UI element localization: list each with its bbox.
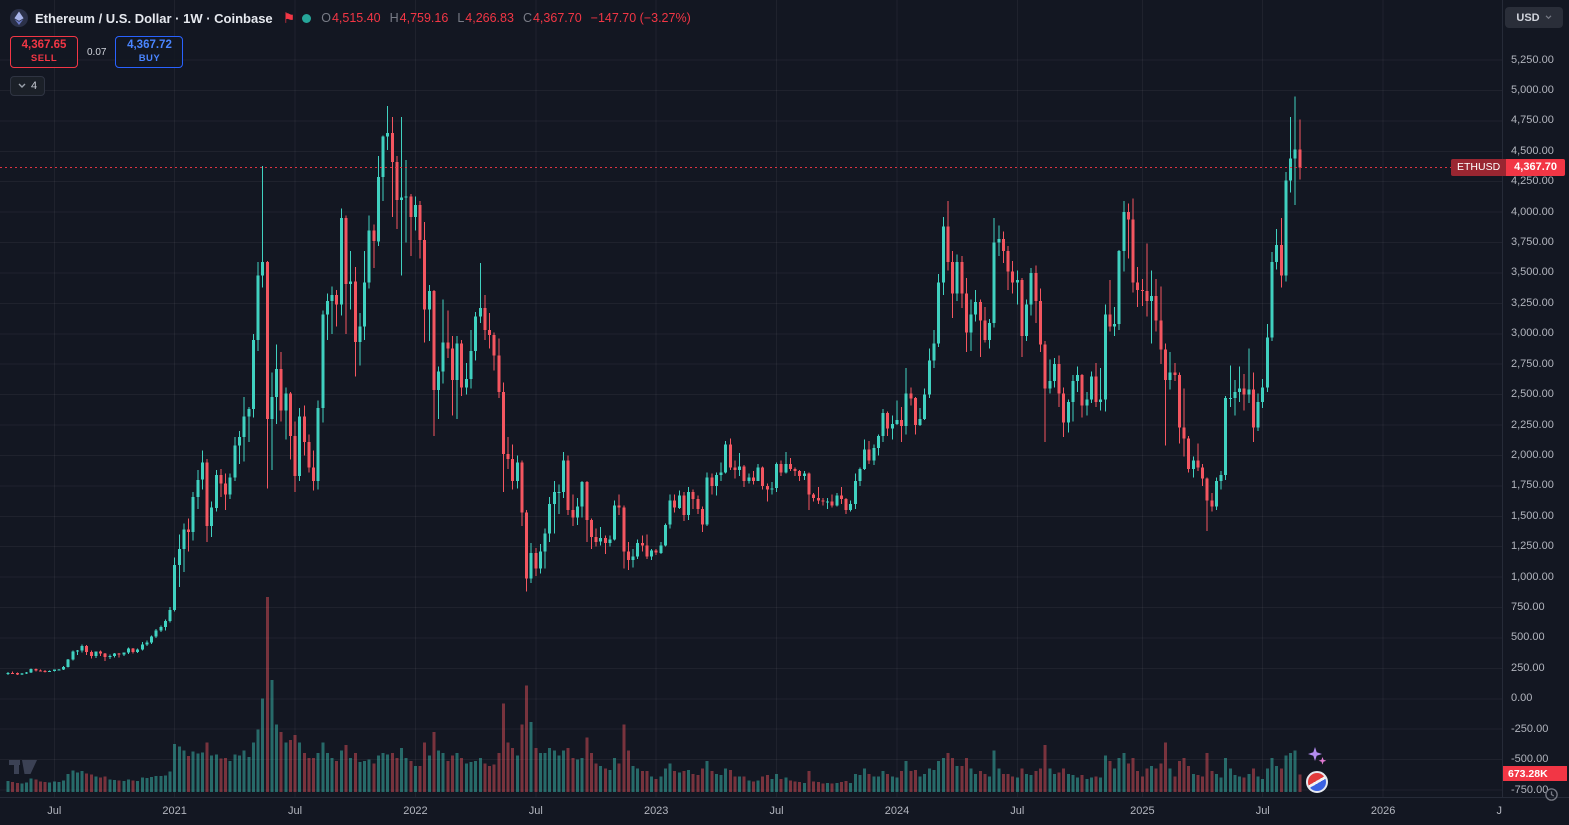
price-axis-label: 4,000.00 [1511,205,1554,218]
time-axis-label: Jul [1496,805,1502,817]
price-axis-label: 0.00 [1511,692,1533,705]
collapsed-count: 4 [31,80,38,92]
price-axis-label: 4,250.00 [1511,175,1554,188]
ohlc-change: −147.70 (−3.27%) [590,11,691,25]
sell-button[interactable]: 4,367.65 SELL [10,36,78,68]
last-price-value: 4,367.70 [1506,158,1565,176]
currency-selector[interactable]: USD [1505,7,1563,28]
ohlc-high: H4,759.16 [389,11,449,25]
candlestick-chart[interactable] [0,0,1502,797]
price-axis-label: -500.00 [1511,753,1549,766]
buy-label: BUY [138,52,161,64]
price-axis-label: 2,750.00 [1511,357,1554,370]
price-axis-label: 750.00 [1511,601,1545,613]
ohlc-open: O4,515.40 [321,11,381,25]
time-axis-labels: Jul 2021 Jul 2022 Jul 2023 Jul 2024 Jul 2025 Jul 20… [0,798,1502,825]
broker-logo-icon[interactable] [1306,771,1328,793]
time-axis-label: 2026 [1370,805,1396,817]
time-axis-label: 2022 [403,805,428,817]
timezone-clock-icon[interactable] [1544,787,1559,802]
time-axis-label: 2023 [643,805,669,817]
price-axis-label: 1,500.00 [1511,509,1554,522]
symbol-legend: Ethereum / U.S. Dollar · 1W · Coinbase ⚑… [10,9,691,27]
sell-price: 4,367.65 [21,39,67,52]
flag-icon[interactable]: ⚑ [282,10,296,26]
price-axis-label: 2,000.00 [1511,448,1554,461]
price-axis-label: -250.00 [1511,722,1549,735]
price-axis-label: 3,750.00 [1511,236,1554,248]
price-axis-label: 4,500.00 [1511,144,1554,157]
ohlc-values: O4,515.40 H4,759.16 L4,266.83 C4,367.70 … [321,11,691,25]
buy-button[interactable]: 4,367.72 BUY [115,36,184,68]
time-axis-label: Jul [769,805,784,817]
price-axis-label: 1,000.00 [1511,570,1554,583]
price-axis-label: 1,250.00 [1511,540,1554,553]
collapsed-indicators-chip[interactable]: 4 [10,76,46,96]
sell-label: SELL [30,52,58,64]
price-axis-label: 1,750.00 [1511,479,1554,492]
ethereum-logo-icon [10,9,28,27]
price-axis-label: -750.00 [1511,783,1549,796]
time-axis-label: Jul [47,805,62,817]
price-axis-label: 2,250.00 [1511,418,1554,431]
price-axis[interactable]: -750.00 -500.00 -250.00 0.00 250.00 500.00 750… [1502,0,1569,797]
price-axis-label: 3,500.00 [1511,266,1554,279]
price-axis-label: 500.00 [1511,631,1545,644]
last-price-symbol: ETHUSD [1451,158,1507,176]
price-axis-label: 5,250.00 [1511,53,1554,66]
time-axis-label: 2025 [1130,805,1155,817]
ohlc-close: C4,367.70 [522,11,582,25]
currency-label: USD [1516,11,1540,24]
time-axis-label: Jul [1255,805,1270,817]
price-axis-label: 250.00 [1511,661,1545,674]
spread-value: 0.07 [87,46,107,58]
market-status-dot-icon[interactable] [302,13,312,23]
time-axis-label: 2024 [884,805,910,817]
chevron-down-icon [1545,15,1552,20]
time-axis-label: Jul [528,805,543,817]
time-axis-label: Jul [288,805,303,817]
price-axis-label: 3,000.00 [1511,327,1554,340]
price-axis-label: 5,000.00 [1511,83,1554,96]
price-axis-label: 3,250.00 [1511,296,1554,309]
time-axis-label: Jul [1010,805,1025,817]
floating-icons [1305,744,1329,793]
sparkle-ai-icon[interactable] [1305,744,1329,768]
last-price-badge: ETHUSD 4,367.70 [1451,158,1565,176]
volume-badge: 673.28K [1503,766,1567,782]
time-axis-label: 2021 [162,805,187,817]
chevron-down-icon [18,83,26,88]
tradingview-watermark-logo[interactable] [8,755,40,779]
trade-panel: 4,367.65 SELL 0.07 4,367.72 BUY [10,36,184,68]
buy-price: 4,367.72 [127,39,172,52]
ohlc-low: L4,266.83 [457,11,514,25]
time-axis[interactable]: Jul 2021 Jul 2022 Jul 2023 Jul 2024 Jul 2025 Jul 20… [0,797,1569,825]
symbol-title[interactable]: Ethereum / U.S. Dollar · 1W · Coinbase [35,10,273,26]
price-axis-label: 2,500.00 [1511,388,1554,401]
price-axis-label: 4,750.00 [1511,114,1554,127]
